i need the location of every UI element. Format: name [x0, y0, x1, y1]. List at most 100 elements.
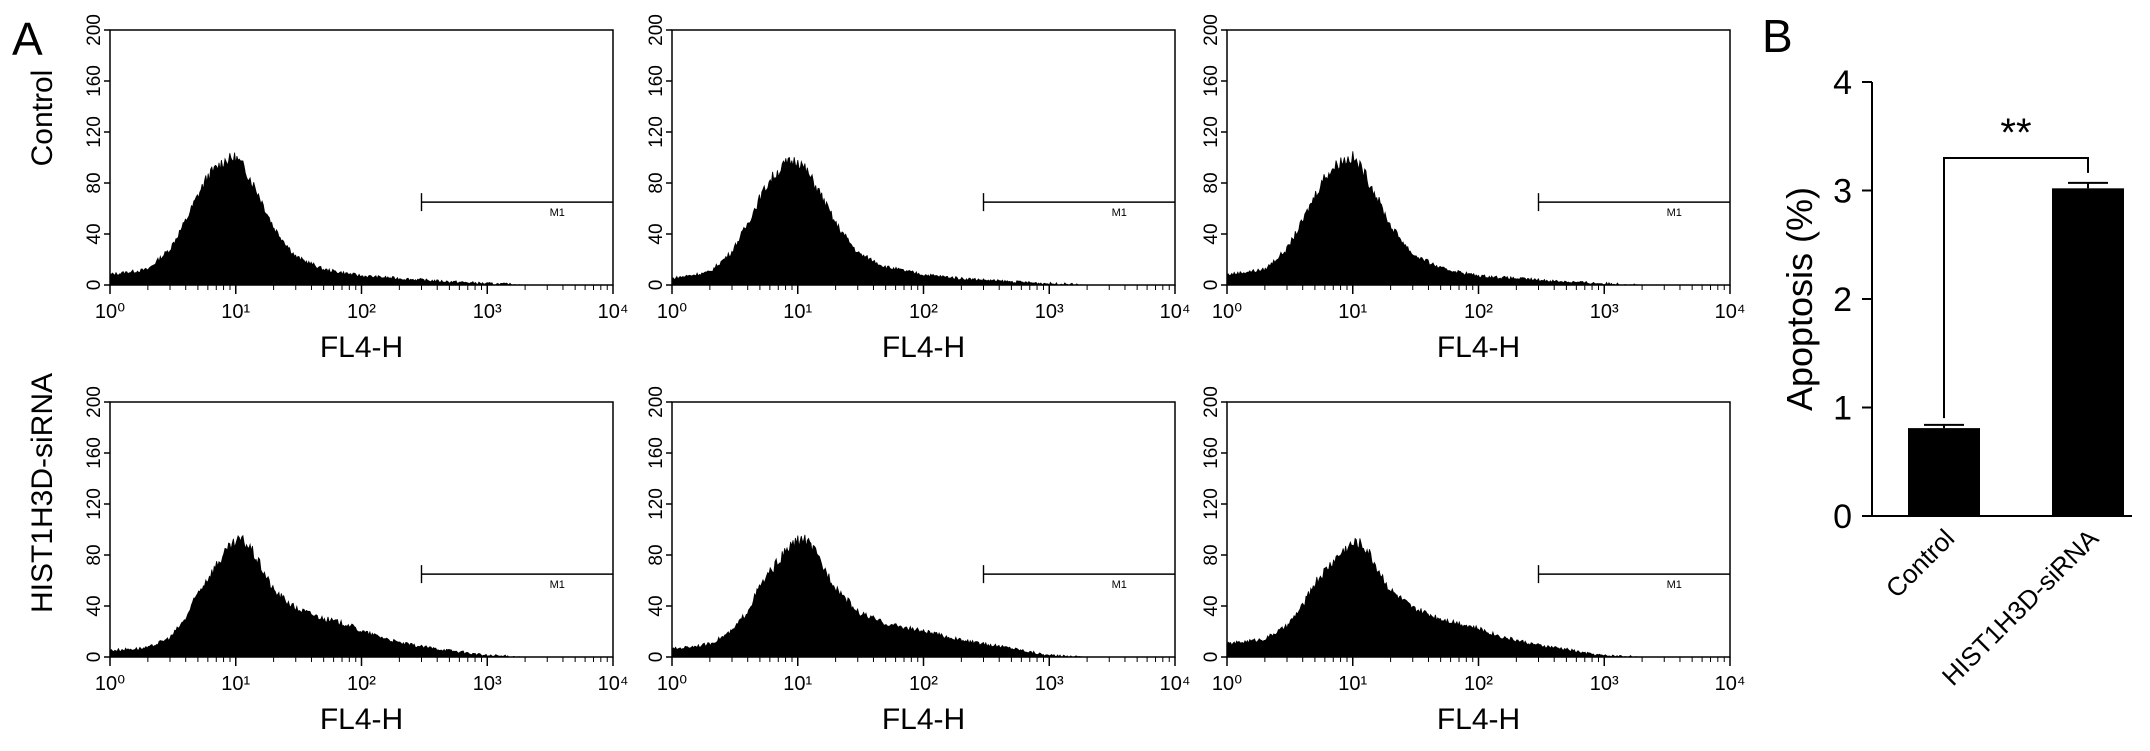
x-tick-label: 10³: [1035, 301, 1064, 323]
marker-label: M1: [1667, 579, 1682, 591]
histogram-panel: 0 40 80 120 160 200 10⁰ 10¹ 10² 10³ 10⁴ FL4-H M1: [1201, 386, 1745, 736]
x-axis-label: FL4-H: [882, 331, 965, 364]
histogram-fill: [671, 534, 1175, 658]
x-tick-label: 10⁴: [1160, 673, 1191, 695]
y-tick-label: 120: [646, 488, 667, 520]
y-tick-label: 120: [84, 488, 105, 520]
x-tick-label: 10²: [1464, 301, 1493, 323]
x-axis-label: FL4-H: [1437, 331, 1520, 364]
y-tick-label: 0: [84, 652, 105, 663]
histogram-fill: [1226, 151, 1730, 286]
y-tick-label: 80: [1201, 172, 1222, 193]
histogram-panel: 0 40 80 120 160 200 10⁰ 10¹ 10² 10³ 10⁴ FL4-H M1: [646, 14, 1190, 364]
histogram-panel: 0 40 80 120 160 200 10⁰ 10¹ 10² 10³ 10⁴ FL4-H M1: [84, 386, 628, 736]
x-axis-label: FL4-H: [882, 703, 965, 736]
category-label: Control: [1880, 523, 1960, 603]
histogram-fill: [671, 156, 1175, 286]
x-axis-label: FL4-H: [1437, 703, 1520, 736]
x-tick-label: 10¹: [783, 673, 812, 695]
x-tick-label: 10²: [1464, 673, 1493, 695]
y-tick-label: 200: [646, 386, 667, 418]
y-tick-label: 80: [84, 544, 105, 565]
row-label-control: Control: [26, 70, 59, 167]
y-tick-label: 120: [84, 116, 105, 148]
y-tick-label: 200: [1201, 386, 1222, 418]
x-tick-label: 10¹: [783, 301, 812, 323]
plot-frame: [109, 401, 614, 658]
significance-bracket: [1943, 157, 2089, 419]
marker-label: M1: [550, 207, 565, 219]
y-tick-label: 40: [84, 223, 105, 244]
x-tick-label: 10⁰: [1212, 301, 1242, 323]
x-tick-label: 10³: [1035, 673, 1064, 695]
y-tick-label: 0: [1201, 652, 1222, 663]
histogram-fill: [109, 534, 613, 658]
y-tick-label: 0: [646, 280, 667, 291]
bar: [1908, 428, 1980, 516]
y-tick-label: 200: [84, 14, 105, 46]
y-tick-label: 0: [84, 280, 105, 291]
x-tick-label: 10³: [473, 301, 502, 323]
marker-label: M1: [550, 579, 565, 591]
y-tick-label: 0: [1201, 280, 1222, 291]
histogram-panel: 0 40 80 120 160 200 10⁰ 10¹ 10² 10³ 10⁴ FL4-H M1: [84, 14, 628, 364]
y-axis-label: Apoptosis (%): [1779, 187, 1820, 411]
marker-label: M1: [1112, 579, 1127, 591]
x-tick-label: 10¹: [1338, 301, 1367, 323]
marker-label: M1: [1667, 207, 1682, 219]
y-tick-label: 80: [1201, 544, 1222, 565]
y-tick-label: 160: [1201, 437, 1222, 469]
panel-a-letter: A: [12, 13, 43, 65]
y-tick-label: 120: [646, 116, 667, 148]
histogram-panel: 0 40 80 120 160 200 10⁰ 10¹ 10² 10³ 10⁴ FL4-H M1: [646, 386, 1190, 736]
x-tick-label: 10²: [347, 673, 376, 695]
x-tick-label: 10⁰: [1212, 673, 1242, 695]
x-tick-label: 10⁴: [598, 673, 629, 695]
x-tick-label: 10³: [1590, 673, 1619, 695]
y-tick-label: 4: [1833, 64, 1852, 102]
x-tick-label: 10³: [473, 673, 502, 695]
x-tick-label: 10²: [909, 673, 938, 695]
significance-label: **: [2000, 111, 2031, 155]
y-tick-label: 200: [1201, 14, 1222, 46]
x-axis-label: FL4-H: [320, 331, 403, 364]
bar: [2052, 188, 2124, 516]
y-tick-label: 40: [84, 595, 105, 616]
y-tick-label: 0: [646, 652, 667, 663]
x-tick-label: 10²: [909, 301, 938, 323]
y-tick-label: 160: [84, 437, 105, 469]
x-tick-label: 10⁴: [1715, 673, 1746, 695]
histogram-panel: 0 40 80 120 160 200 10⁰ 10¹ 10² 10³ 10⁴ FL4-H M1: [1201, 14, 1745, 364]
y-tick-label: 80: [646, 544, 667, 565]
x-tick-label: 10¹: [1338, 673, 1367, 695]
x-tick-label: 10⁰: [657, 673, 687, 695]
histogram-fill: [1226, 537, 1730, 658]
row-label-sirna: HIST1H3D-siRNA: [26, 373, 59, 613]
y-tick-label: 120: [1201, 488, 1222, 520]
x-tick-label: 10⁴: [1160, 301, 1191, 323]
y-tick-label: 40: [1201, 223, 1222, 244]
y-tick-label: 80: [84, 172, 105, 193]
x-tick-label: 10²: [347, 301, 376, 323]
y-tick-label: 160: [646, 437, 667, 469]
x-tick-label: 10⁰: [95, 673, 125, 695]
x-tick-label: 10⁴: [598, 301, 629, 323]
y-tick-label: 160: [84, 65, 105, 97]
x-axis-label: FL4-H: [320, 703, 403, 736]
category-label: HIST1H3D-siRNA: [1936, 523, 2105, 692]
y-tick-label: 40: [646, 223, 667, 244]
y-tick-label: 3: [1833, 173, 1852, 211]
y-tick-label: 2: [1833, 281, 1852, 319]
y-tick-label: 0: [1833, 498, 1852, 536]
y-tick-label: 200: [646, 14, 667, 46]
y-tick-label: 40: [1201, 595, 1222, 616]
x-tick-label: 10⁴: [1715, 301, 1746, 323]
y-tick-label: 160: [1201, 65, 1222, 97]
histogram-fill: [109, 152, 613, 286]
x-tick-label: 10¹: [221, 673, 250, 695]
x-tick-label: 10⁰: [95, 301, 125, 323]
histogram-grid: 0 40 80 120 160 200 10⁰ 10¹ 10² 10³ 10⁴ FL4-H M1 0 40 8…: [84, 14, 1745, 736]
x-tick-label: 10⁰: [657, 301, 687, 323]
